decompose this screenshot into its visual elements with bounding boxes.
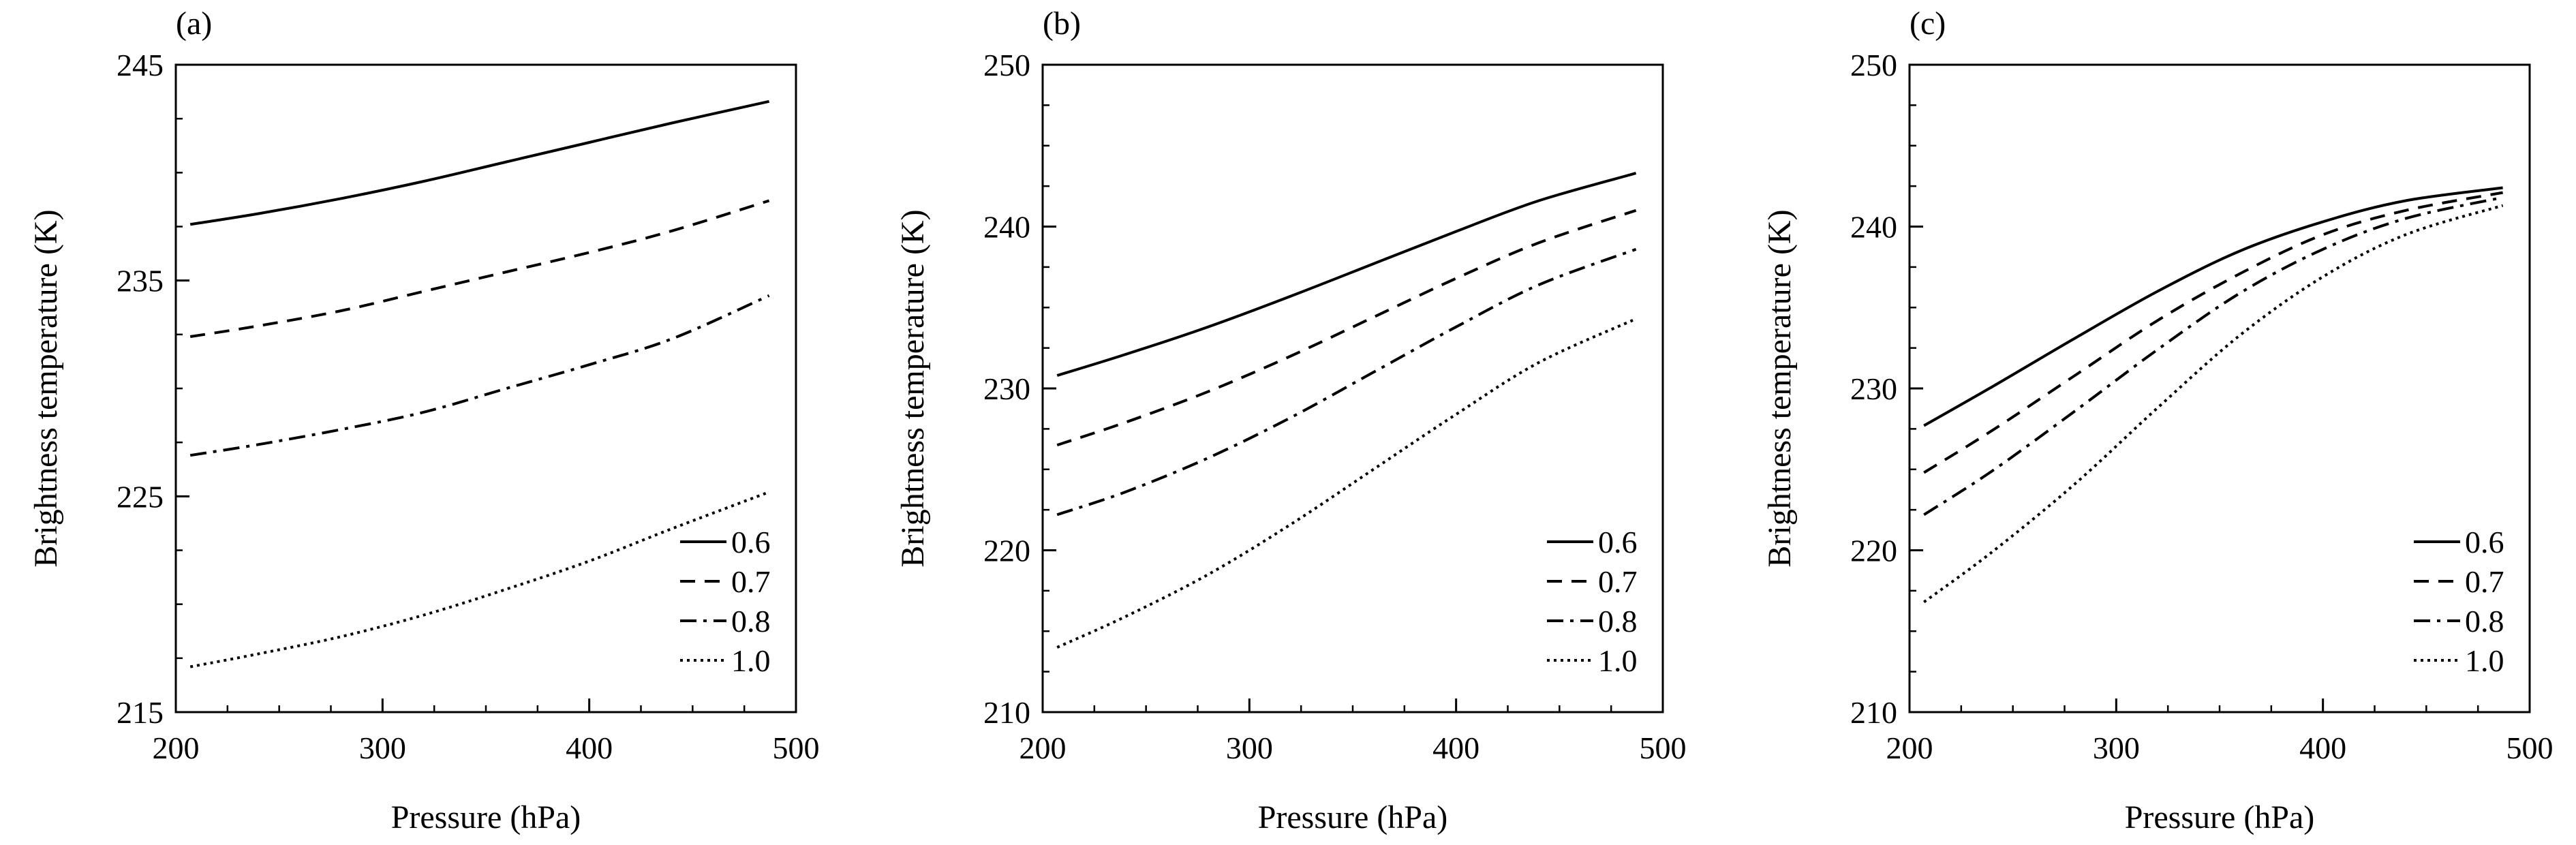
legend-label: 0.6 <box>2465 525 2504 559</box>
x-tick-label: 300 <box>359 731 406 765</box>
panel-label: (b) <box>1043 5 1081 42</box>
legend-label: 0.6 <box>1598 525 1638 559</box>
y-tick-label: 210 <box>983 695 1030 730</box>
x-tick-label: 200 <box>153 731 200 765</box>
y-tick-label: 220 <box>1850 534 1897 568</box>
legend-label: 0.6 <box>731 525 771 559</box>
series-line-0-6 <box>1923 186 2503 427</box>
x-tick-label: 500 <box>773 731 820 765</box>
panel-label: (c) <box>1910 5 1946 42</box>
chart-panel-c: 200 300 400 500 210 220 230 240 250 Pressure (hPa… <box>1762 5 2554 835</box>
x-axis-title: Pressure (hPa) <box>2125 799 2315 835</box>
series-line-0-6 <box>189 99 770 226</box>
x-tick-label: 400 <box>1432 731 1479 765</box>
panel-label: (a) <box>176 5 212 42</box>
y-axis-title: Brightness temperature (K) <box>1762 209 1798 567</box>
legend-label: 0.7 <box>1598 564 1638 599</box>
chart-panel-b: 200 300 400 500 210 220 230 240 250 Pressure (hPa… <box>895 5 1687 835</box>
legend-label: 0.8 <box>2465 604 2504 639</box>
x-tick-label: 200 <box>1886 731 1933 765</box>
x-axis-title: Pressure (hPa) <box>391 799 581 835</box>
plot-frame <box>174 63 797 713</box>
series-line-0-8 <box>1923 196 2504 516</box>
legend-label: 0.7 <box>731 564 771 599</box>
series-line-0-8 <box>1056 247 1637 517</box>
series-line-0-7 <box>1056 209 1637 446</box>
x-tick-label: 200 <box>1019 731 1067 765</box>
x-tick-label: 500 <box>2506 731 2554 765</box>
chart-panel-a: 200 300 400 500 215 225 235 245 Pressure (hPa) Br… <box>28 5 820 835</box>
y-tick-label: 250 <box>983 48 1030 82</box>
x-tick-label: 400 <box>566 731 613 765</box>
y-tick-label: 210 <box>1850 695 1897 730</box>
series-line-1-0 <box>189 491 770 669</box>
y-tick-label: 230 <box>1850 371 1897 406</box>
y-tick-label: 215 <box>117 695 164 730</box>
x-tick-label: 500 <box>1640 731 1687 765</box>
y-tick-label: 240 <box>983 210 1030 245</box>
y-axis-title: Brightness temperature (K) <box>895 209 931 567</box>
y-tick-label: 225 <box>117 479 164 514</box>
y-tick-label: 220 <box>983 534 1030 568</box>
legend-label: 1.0 <box>2465 643 2504 678</box>
legend-label: 0.7 <box>2465 564 2504 599</box>
x-tick-label: 300 <box>2093 731 2140 765</box>
y-tick-label: 245 <box>117 48 164 82</box>
series-line-0-7 <box>1923 191 2503 474</box>
series-line-0-8 <box>189 294 770 457</box>
x-tick-label: 300 <box>1226 731 1273 765</box>
y-axis-title: Brightness temperature (K) <box>28 209 64 567</box>
legend-label: 1.0 <box>1598 643 1638 678</box>
plot-frame <box>1908 63 2531 713</box>
series-line-1-0 <box>1056 318 1637 649</box>
plot-frame <box>1041 63 1664 713</box>
y-tick-label: 250 <box>1850 48 1897 82</box>
y-tick-label: 230 <box>983 371 1030 406</box>
series-line-0-6 <box>1056 172 1637 377</box>
series-line-0-7 <box>189 199 770 338</box>
legend-label: 0.8 <box>731 604 771 639</box>
legend-label: 0.8 <box>1598 604 1638 639</box>
x-axis-title: Pressure (hPa) <box>1258 799 1448 835</box>
y-tick-label: 235 <box>117 264 164 298</box>
y-tick-label: 240 <box>1850 210 1897 245</box>
legend-label: 1.0 <box>731 643 771 678</box>
x-tick-label: 400 <box>2299 731 2346 765</box>
